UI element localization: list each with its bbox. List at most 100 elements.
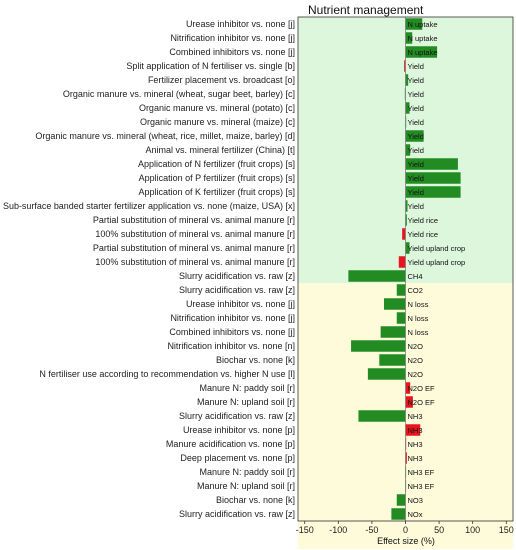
row-label-17: 100% substitution of mineral vs. animal …	[95, 257, 295, 267]
row-label-6: Organic manure vs. mineral (potato) [c]	[139, 103, 295, 113]
row-label-10: Application of N fertilizer (fruit crops…	[138, 159, 295, 169]
metric-label-25: N2O	[408, 370, 424, 379]
metric-label-21: N loss	[408, 314, 429, 323]
row-label-1: Nitrification inhibitor vs. none [j]	[170, 33, 295, 43]
bar-12	[405, 186, 461, 198]
metric-label-6: Yield	[408, 104, 424, 113]
metric-label-7: Yield	[408, 118, 424, 127]
metric-label-0: N uptake	[408, 20, 438, 29]
metric-label-9: Yield	[408, 146, 424, 155]
bar-21	[396, 312, 406, 324]
row-label-4: Fertilizer placement vs. broadcast [o]	[148, 75, 295, 85]
metric-label-2: N uptake	[408, 48, 438, 57]
bar-9	[405, 144, 411, 156]
row-label-2: Combined inhibitors vs. none [j]	[169, 47, 295, 57]
x-tick-label-0: -150	[296, 525, 314, 535]
metric-label-4: Yield	[408, 76, 424, 85]
bar-10	[405, 158, 458, 170]
row-label-34: Biochar vs. none [k]	[216, 495, 295, 505]
x-tick-label-1: -100	[329, 525, 347, 535]
metric-label-33: NH3 EF	[408, 482, 435, 491]
metric-label-23: N2O	[408, 342, 424, 351]
bar-25	[367, 368, 406, 380]
metric-label-11: Yield	[408, 174, 424, 183]
bar-26	[405, 382, 411, 394]
bar-27	[405, 396, 413, 408]
bar-31	[405, 452, 407, 464]
metric-label-31: NH3	[408, 454, 423, 463]
row-label-15: 100% substitution of mineral vs. animal …	[95, 229, 295, 239]
bar-8	[405, 130, 424, 142]
row-label-8: Organic manure vs. mineral (wheat, rice,…	[35, 131, 295, 141]
row-label-31: Deep placement vs. none [p]	[180, 453, 295, 463]
bar-14	[405, 214, 407, 226]
chart-title: Nutrient management	[308, 3, 424, 17]
bar-28	[358, 410, 406, 422]
bar-22	[380, 326, 406, 338]
bar-1	[405, 32, 413, 44]
x-tick-label-4: 50	[434, 525, 444, 535]
x-tick-label-2: -50	[365, 525, 378, 535]
bar-15	[402, 228, 406, 240]
bar-19	[396, 284, 406, 296]
metric-label-32: NH3 EF	[408, 468, 435, 477]
row-label-18: Slurry acidification vs. raw [z]	[179, 271, 295, 281]
metric-label-15: Yield rice	[408, 230, 439, 239]
bar-13	[405, 200, 408, 212]
bar-18	[348, 270, 406, 282]
x-axis-label: Effect size (%)	[377, 536, 435, 546]
row-label-16: Partial substitution of mineral vs. anim…	[93, 243, 295, 253]
row-label-7: Organic manure vs. mineral (maize) [c]	[140, 117, 295, 127]
row-label-3: Split application of N fertiliser vs. si…	[126, 61, 295, 71]
row-label-32: Manure N: paddy soil [r]	[199, 467, 295, 477]
metric-label-12: Yield	[408, 188, 424, 197]
x-tick-label-6: 150	[499, 525, 514, 535]
row-label-21: Nitrification inhibitor vs. none [j]	[170, 313, 295, 323]
row-label-29: Urease inhibitor vs. none [p]	[183, 425, 295, 435]
row-label-25: N fertiliser use according to recommenda…	[39, 369, 295, 379]
metric-label-1: N uptake	[408, 34, 438, 43]
bar-6	[405, 102, 410, 114]
bar-34	[396, 494, 406, 506]
metric-label-20: N loss	[408, 300, 429, 309]
metric-label-24: N2O	[408, 356, 424, 365]
bar-3	[404, 60, 406, 72]
row-label-35: Slurry acidification vs. raw [z]	[179, 509, 295, 519]
bar-35	[391, 508, 406, 520]
row-label-30: Manure acidification vs. none [p]	[166, 439, 295, 449]
metric-label-17: Yield upland crop	[408, 258, 466, 267]
bar-4	[405, 74, 409, 86]
metric-label-18: CH4	[408, 272, 423, 281]
bar-23	[351, 340, 406, 352]
x-axis: -150 -100 -50 0 50 100 150	[296, 521, 514, 535]
row-label-24: Biochar vs. none [k]	[216, 355, 295, 365]
metric-label-22: N loss	[408, 328, 429, 337]
metric-label-3: Yield	[408, 62, 424, 71]
row-label-9: Animal vs. mineral fertilizer (China) [t…	[145, 145, 295, 155]
bar-20	[384, 298, 406, 310]
row-label-33: Manure N: upland soil [r]	[197, 481, 295, 491]
metric-label-8: Yield	[408, 132, 424, 141]
bar-2	[405, 46, 438, 58]
metric-label-10: Yield	[408, 160, 424, 169]
metric-label-26: N2O EF	[408, 384, 436, 393]
row-label-14: Partial substitution of mineral vs. anim…	[93, 215, 295, 225]
row-label-27: Manure N: upland soil [r]	[197, 397, 295, 407]
row-label-12: Application of K fertilizer (fruit crops…	[138, 187, 295, 197]
metric-label-5: Yield	[408, 90, 424, 99]
row-label-28: Slurry acidification vs. raw [z]	[179, 411, 295, 421]
metric-label-34: NO3	[408, 496, 423, 505]
bar-11	[405, 172, 461, 184]
bar-29	[405, 424, 421, 436]
row-label-20: Urease inhibitor vs. none [j]	[186, 299, 295, 309]
metric-label-28: NH3	[408, 412, 423, 421]
row-labels: Urease inhibitor vs. none [j] Nitrificati…	[3, 19, 295, 519]
bars	[348, 18, 461, 520]
row-label-13: Sub-surface banded starter fertilizer ap…	[3, 201, 295, 211]
row-label-11: Application of P fertilizer (fruit crops…	[139, 173, 295, 183]
metric-label-19: CO2	[408, 286, 423, 295]
metric-label-14: Yield rice	[408, 216, 439, 225]
row-label-19: Slurry acidification vs. raw [z]	[179, 285, 295, 295]
metric-label-13: Yield	[408, 202, 424, 211]
